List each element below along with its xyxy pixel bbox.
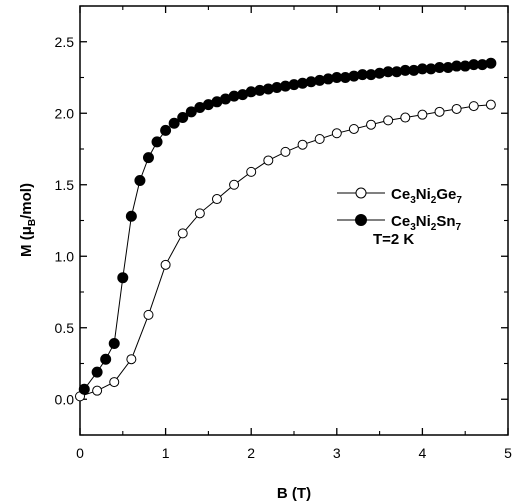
- legend: Ce3Ni2Ge7 Ce3Ni2Sn7: [337, 186, 462, 233]
- x-tick-label: 2: [247, 445, 255, 461]
- data-point-0: [434, 106, 445, 117]
- data-point-0: [177, 228, 188, 239]
- temperature-annotation: T=2 K: [373, 231, 414, 248]
- legend-label: Ce3Ni2Sn7: [391, 213, 461, 233]
- data-point-0: [194, 208, 205, 219]
- data-point-0: [297, 139, 308, 150]
- data-point-1: [91, 366, 103, 378]
- data-point-1: [134, 174, 146, 186]
- x-axis-title: B (T): [277, 485, 311, 502]
- data-point-0: [451, 103, 462, 114]
- data-point-1: [177, 112, 189, 124]
- y-tick-label: 1.5: [55, 177, 75, 193]
- data-point-1: [151, 136, 163, 148]
- data-point-1: [160, 124, 172, 136]
- data-point-1: [142, 152, 154, 164]
- legend-marker: [355, 187, 367, 199]
- y-tick-label: 0.5: [55, 320, 75, 336]
- data-point-1: [485, 57, 497, 69]
- data-point-0: [92, 385, 103, 396]
- data-point-0: [143, 309, 154, 320]
- data-point-0: [366, 119, 377, 130]
- data-point-0: [383, 115, 394, 126]
- y-tick-label: 2.5: [55, 34, 75, 50]
- data-point-1: [108, 337, 120, 349]
- y-tick-label: 1.0: [55, 248, 75, 264]
- data-point-0: [109, 377, 120, 388]
- data-point-1: [117, 272, 129, 284]
- data-point-0: [314, 133, 325, 144]
- data-point-0: [246, 166, 257, 177]
- axis-ticks: 0 1 2 3 4 5 0.0 0.5 1.0 1.5 2.0 2.5: [55, 5, 512, 461]
- data-point-0: [280, 146, 291, 157]
- legend-marker: [355, 214, 367, 226]
- data-point-0: [229, 179, 240, 190]
- data-point-0: [126, 354, 137, 365]
- data-point-0: [468, 101, 479, 112]
- data-point-0: [263, 155, 274, 166]
- y-tick-label: 0.0: [55, 391, 75, 407]
- data-point-0: [211, 194, 222, 205]
- x-tick-label: 1: [162, 445, 170, 461]
- x-tick-label: 4: [419, 445, 427, 461]
- data-point-0: [160, 259, 171, 270]
- data-point-1: [125, 210, 137, 222]
- data-point-0: [417, 109, 428, 120]
- data-point-1: [168, 117, 180, 129]
- x-tick-label: 0: [76, 445, 84, 461]
- data-point-1: [185, 106, 197, 118]
- y-axis-title: M (μB/mol): [18, 183, 38, 257]
- data-point-1: [100, 353, 112, 365]
- y-tick-label: 2.0: [55, 105, 75, 121]
- x-tick-label: 3: [333, 445, 341, 461]
- legend-label: Ce3Ni2Ge7: [391, 186, 462, 206]
- series-layer: [75, 57, 497, 402]
- data-point-0: [485, 99, 496, 110]
- data-point-1: [78, 383, 90, 395]
- x-tick-label: 5: [504, 445, 512, 461]
- data-point-0: [400, 112, 411, 123]
- data-point-0: [331, 128, 342, 139]
- data-point-0: [348, 123, 359, 134]
